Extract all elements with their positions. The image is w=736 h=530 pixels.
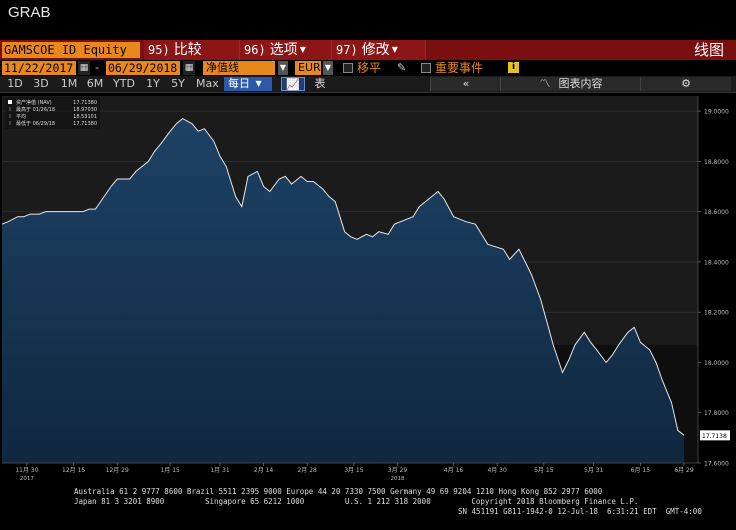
chevron-down-icon[interactable]: ▼ (323, 61, 333, 75)
x-tick-label: 5月 15 (534, 467, 554, 474)
period-bar: 1D 3D 1M 6M YTD 1Y 5Y Max 每日 ▼ 📈 表 « 〽图表… (0, 76, 736, 93)
chevron-down-icon: ▼ (299, 45, 306, 54)
x-tick-label: 12月 29 (106, 467, 129, 474)
modify-menu[interactable]: 97) 修改 ▼ (332, 40, 426, 60)
x-tick-label: 3月 29 (388, 467, 408, 474)
y-tick-label: 18.2000 (704, 310, 729, 317)
gear-icon[interactable]: ⚙ (640, 77, 731, 91)
legend-label: 平均 (16, 113, 26, 120)
flat-label: 移平 (357, 61, 382, 75)
events-checkbox[interactable] (421, 63, 431, 73)
ticker-input[interactable]: GAMSCOE ID Equity (2, 42, 140, 58)
legend-value: 18.53101 (73, 114, 97, 120)
x-axis: 11月 30 12月 15 12月 29 1月 15 1月 31 2月 14 2月 28 3月… (2, 462, 698, 482)
frequency-select[interactable]: 每日 ▼ (224, 77, 272, 91)
currency-select[interactable]: EUR (295, 61, 321, 75)
table-view-button[interactable]: 表 (314, 77, 326, 90)
end-date-field[interactable]: 06/29/2018 (106, 61, 180, 75)
calendar-icon[interactable]: ▦ (78, 61, 90, 75)
legend-label: 最高于 01/26/18 (16, 106, 55, 113)
date-range-bar: 11/22/2017 ▦ - 06/29/2018 ▦ 净值线 ▼ EUR ▼ … (0, 60, 736, 76)
compare-menu[interactable]: 95) 比较 (144, 40, 240, 60)
period-5y[interactable]: 5Y (171, 77, 185, 90)
x-year-label: 2017 (20, 476, 34, 482)
app-title: GRAB (8, 4, 51, 21)
footer-contacts-1: Australia 61 2 9777 8600 Brazil 5511 239… (74, 487, 603, 496)
line-type-select[interactable]: 净值线 (203, 61, 275, 75)
nav-area-series (2, 118, 684, 463)
footer: Australia 61 2 9777 8600 Brazil 5511 239… (0, 487, 736, 530)
period-1d[interactable]: 1D (7, 77, 23, 90)
x-tick-label: 2月 14 (254, 467, 274, 474)
collapse-arrow-icon[interactable]: « (430, 77, 501, 91)
chevron-down-icon: ▼ (255, 79, 262, 88)
footer-contacts-2: Japan 81 3 3201 8900 Singapore 65 6212 1… (74, 497, 639, 506)
x-tick-label: 12月 15 (62, 467, 85, 474)
pencil-icon[interactable]: ✎ (397, 61, 407, 74)
period-1m[interactable]: 1M (60, 77, 78, 90)
y-tick-label: 19.0000 (704, 109, 729, 116)
period-6m[interactable]: 6M (86, 77, 104, 90)
y-tick-label: 18.8000 (704, 159, 729, 166)
modify-menu-label: 修改 (361, 42, 390, 58)
last-value-box (700, 430, 730, 441)
chart-content-button[interactable]: 〽图表内容 (500, 77, 641, 91)
start-date-field[interactable]: 11/22/2017 (2, 61, 76, 75)
x-tick-label: 4月 30 (487, 467, 507, 474)
period-1y[interactable]: 1Y (146, 77, 160, 90)
command-toolbar: GAMSCOE ID Equity 95) 比较 96) 选项 ▼ 97) 修改 ▼ 线图 (0, 40, 736, 60)
chart-content-icon: 〽 (539, 77, 551, 90)
compare-menu-number: 95) (148, 43, 170, 57)
period-max[interactable]: Max (196, 77, 219, 90)
chart-legend: 资产净值 (NAV) 17.71380 最高于 01/26/18 18.97030 平均… (5, 97, 100, 129)
modify-menu-number: 97) (336, 43, 358, 57)
x-tick-label: 6月 15 (631, 467, 651, 474)
date-separator: - (95, 61, 99, 74)
legend-value: 17.71380 (73, 121, 97, 127)
x-tick-label: 1月 15 (160, 467, 180, 474)
nav-line-series (1, 117, 685, 436)
x-tick-label: 5月 31 (584, 467, 604, 474)
compare-menu-label: 比较 (173, 42, 202, 58)
period-3d[interactable]: 3D (33, 77, 49, 90)
x-tick-label: 1月 31 (210, 467, 230, 474)
line-chart-icon[interactable]: 📈 (281, 77, 305, 91)
legend-swatch (8, 100, 12, 104)
y-tick-label: 18.0000 (704, 360, 729, 367)
x-year-label: 2018 (390, 476, 404, 482)
x-tick-label: 11月 30 (15, 467, 38, 474)
nav-area-chart: 资产净值 (NAV) 17.71380 最高于 01/26/18 18.97030 平均… (0, 93, 736, 483)
options-menu[interactable]: 96) 选项 ▼ (240, 40, 332, 60)
period-ytd[interactable]: YTD (113, 77, 135, 90)
legend-label: 资产净值 (NAV) (16, 99, 52, 106)
legend-label: 最低于 06/29/18 (16, 120, 55, 127)
x-tick-label: 6月 29 (674, 467, 694, 474)
chart-content-label: 图表内容 (558, 77, 603, 90)
last-value-label: 17.7138 (702, 433, 727, 440)
x-tick-label: 3月 15 (344, 467, 364, 474)
footer-session-info: SN 451191 G811-1942-0 12-Jul-18 6:31:21 … (458, 507, 702, 516)
x-tick-label: 4月 16 (444, 467, 464, 474)
y-tick-label: 18.6000 (704, 209, 729, 216)
y-tick-label: 17.6000 (704, 461, 729, 468)
chevron-down-icon: ▼ (391, 45, 398, 54)
legend-value: 17.71380 (73, 100, 97, 106)
y-axis: 19.0000 18.8000 18.6000 18.4000 18.2000 18.00… (697, 96, 730, 468)
x-tick-label: 2月 28 (297, 467, 317, 474)
calendar-icon[interactable]: ▦ (183, 61, 195, 75)
options-menu-label: 选项 (269, 42, 298, 58)
chevron-down-icon[interactable]: ▼ (278, 61, 288, 75)
events-label: 重要事件 (435, 61, 484, 75)
options-menu-number: 96) (244, 43, 266, 57)
y-tick-label: 17.8000 (704, 410, 729, 417)
chart-view-label: 线图 (693, 41, 724, 59)
legend-value: 18.97030 (73, 107, 97, 113)
legend-box (5, 97, 100, 129)
flat-checkbox[interactable] (343, 63, 353, 73)
frequency-label: 每日 (228, 77, 250, 90)
y-tick-label: 18.4000 (704, 259, 729, 266)
info-icon[interactable]: i (508, 62, 519, 73)
